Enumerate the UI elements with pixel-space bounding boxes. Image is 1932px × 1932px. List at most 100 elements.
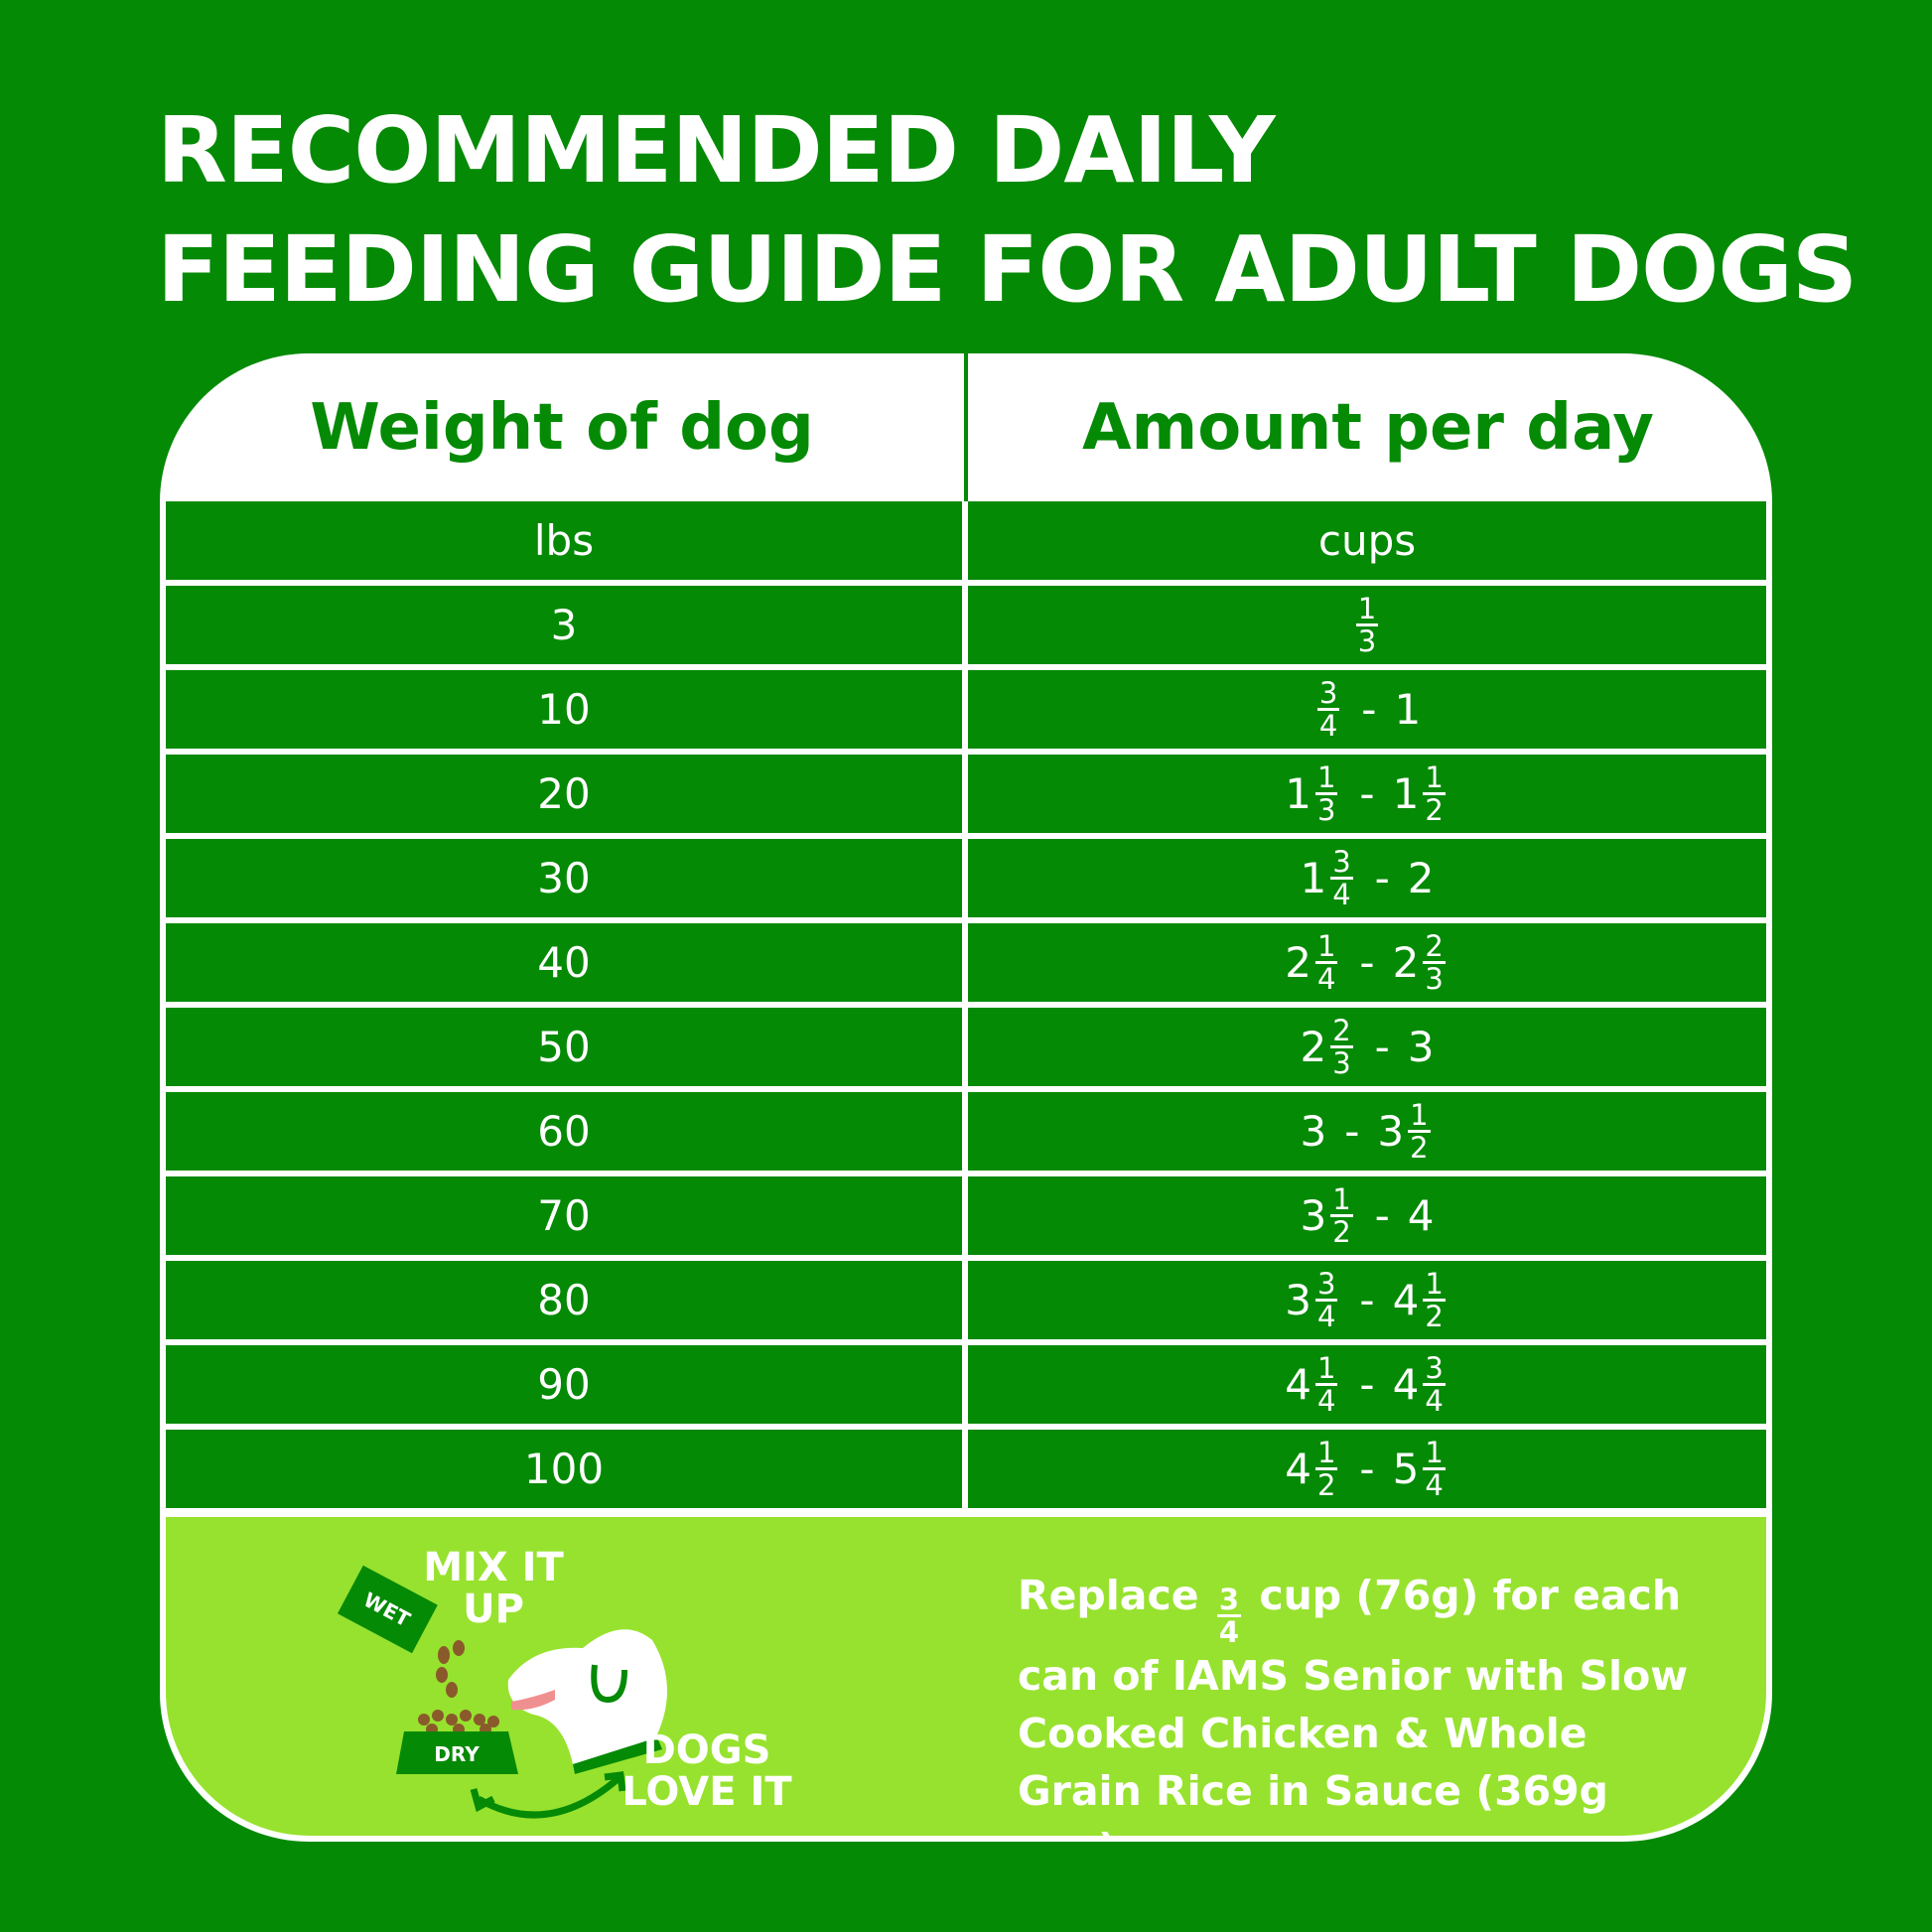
weight-cell: 50 bbox=[166, 1008, 962, 1086]
whole-number: 4 bbox=[1285, 1445, 1311, 1493]
header-amount: Amount per day bbox=[1082, 390, 1654, 465]
whole-number: 3 bbox=[1377, 1107, 1405, 1156]
note-text: cup (76g) for each can of IAMS Senior wi… bbox=[1018, 1572, 1689, 1842]
denominator: 4 bbox=[1316, 962, 1336, 996]
dry-food-bowl-icon: DRY bbox=[396, 1731, 518, 1774]
whole-number: 2 bbox=[1392, 938, 1420, 987]
denominator: 4 bbox=[1425, 1468, 1444, 1502]
denominator: 3 bbox=[1425, 962, 1444, 996]
numerator: 1 bbox=[1314, 1436, 1338, 1470]
denominator: 2 bbox=[1410, 1131, 1429, 1165]
numerator: 1 bbox=[1408, 1098, 1431, 1133]
numerator: 1 bbox=[1314, 760, 1338, 795]
numerator: 1 bbox=[1314, 929, 1338, 964]
range-separator: - bbox=[1359, 1360, 1375, 1409]
numerator: 3 bbox=[1314, 1267, 1338, 1302]
whole-number: 3 bbox=[1407, 1023, 1435, 1071]
note-replace: Replace bbox=[1018, 1572, 1199, 1619]
mix-it-up-label: MIX IT UP bbox=[423, 1545, 564, 1632]
weight-cell: 90 bbox=[166, 1345, 962, 1424]
dog-head-icon bbox=[507, 1629, 667, 1774]
whole-number: 1 bbox=[1392, 769, 1420, 818]
double-arrow-icon bbox=[477, 1776, 621, 1819]
mixing-tip-band: WET DRY MI bbox=[166, 1517, 1766, 1842]
range-separator: - bbox=[1359, 1445, 1375, 1493]
whole-number: 2 bbox=[1407, 854, 1435, 902]
numerator: 2 bbox=[1330, 1014, 1353, 1048]
weight-cell: 70 bbox=[166, 1176, 962, 1255]
whole-number: 3 bbox=[1285, 1276, 1311, 1324]
dry-label: DRY bbox=[434, 1742, 480, 1766]
table-row: 20 1 1 3-1 1 2 bbox=[166, 755, 1766, 833]
numerator: 3 bbox=[1423, 1351, 1446, 1386]
title-line-2: FEEDING GUIDE FOR ADULT DOGS bbox=[157, 216, 1858, 323]
table-header: Weight of dog Amount per day bbox=[160, 353, 1772, 501]
whole-number: 4 bbox=[1392, 1360, 1420, 1409]
weight-cell: 10 bbox=[166, 670, 962, 749]
denominator: 4 bbox=[1316, 1384, 1336, 1418]
numerator: 1 bbox=[1423, 760, 1446, 795]
whole-number: 4 bbox=[1392, 1276, 1420, 1324]
range-separator: - bbox=[1374, 1023, 1390, 1071]
denominator: 2 bbox=[1425, 793, 1444, 827]
units-row: lbs cups bbox=[166, 501, 1766, 580]
header-divider bbox=[964, 353, 968, 501]
whole-number: 5 bbox=[1392, 1445, 1420, 1493]
denominator: 3 bbox=[1332, 1046, 1351, 1080]
weight-cell: 20 bbox=[166, 755, 962, 833]
whole-number: 1 bbox=[1300, 854, 1327, 902]
denominator: 4 bbox=[1316, 1300, 1336, 1333]
table-row: 70 3 1 2-4 bbox=[166, 1176, 1766, 1255]
whole-number: 1 bbox=[1285, 769, 1311, 818]
wet-food-pouch-icon: WET bbox=[337, 1565, 438, 1654]
weight-cell: 30 bbox=[166, 839, 962, 917]
denominator: 3 bbox=[1316, 793, 1336, 827]
weight-cell: 80 bbox=[166, 1261, 962, 1339]
table-row: 60 3-3 1 2 bbox=[166, 1092, 1766, 1171]
table-row: 10 3 4-1 bbox=[166, 670, 1766, 749]
numerator: 3 bbox=[1316, 676, 1340, 711]
denominator: 4 bbox=[1332, 878, 1351, 911]
weight-cell: 40 bbox=[166, 923, 962, 1002]
table-row: 30 1 3 4-2 bbox=[166, 839, 1766, 917]
numerator: 1 bbox=[1423, 1436, 1446, 1470]
table-row: 40 2 1 4-2 2 3 bbox=[166, 923, 1766, 1002]
numerator: 1 bbox=[1423, 1267, 1446, 1302]
weight-cell: 3 bbox=[166, 586, 962, 664]
numerator: 1 bbox=[1330, 1182, 1353, 1217]
denominator: 4 bbox=[1318, 709, 1338, 743]
range-separator: - bbox=[1374, 854, 1390, 902]
unit-amount: cups bbox=[968, 501, 1766, 580]
table-row: 90 4 1 4-4 3 4 bbox=[166, 1345, 1766, 1424]
page-title: RECOMMENDED DAILY FEEDING GUIDE FOR ADUL… bbox=[157, 91, 1858, 330]
denominator: 3 bbox=[1357, 624, 1377, 658]
whole-number: 1 bbox=[1394, 685, 1422, 734]
unit-weight: lbs bbox=[166, 501, 962, 580]
title-line-1: RECOMMENDED DAILY bbox=[157, 97, 1276, 204]
numerator: 3 bbox=[1330, 845, 1353, 880]
dogs-love-it-label: DOGS LOVE IT bbox=[621, 1727, 792, 1815]
header-weight: Weight of dog bbox=[310, 390, 814, 465]
